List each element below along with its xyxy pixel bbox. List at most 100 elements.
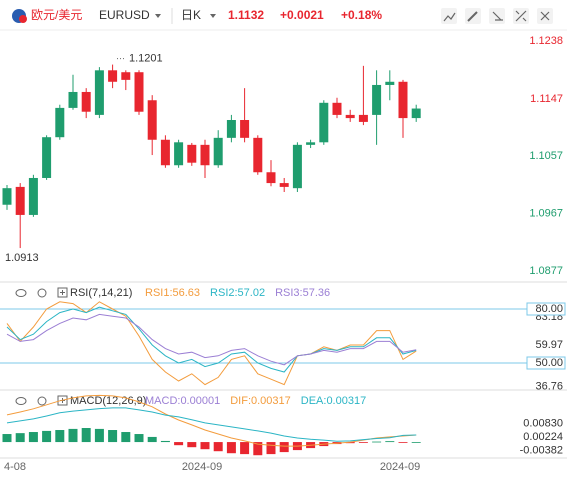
- add-icon-plus: [60, 290, 65, 295]
- price: 1.1132: [228, 8, 264, 22]
- candle-body: [253, 137, 263, 173]
- legend-entry: MACD:0.00001: [145, 395, 220, 407]
- histogram-bar: [160, 440, 170, 443]
- y-tick-label: 1.0967: [529, 208, 563, 220]
- candle-body: [398, 81, 408, 119]
- histogram-bar: [240, 442, 250, 455]
- candle-body: [200, 144, 210, 166]
- legend-entry: RSI1:56.63: [145, 287, 200, 299]
- indicator-title: RSI(7,14,21): [70, 287, 132, 299]
- series-line: [6, 313, 417, 366]
- candle-body: [55, 107, 65, 138]
- histogram-bar: [279, 442, 289, 453]
- tool-button[interactable]: [441, 8, 457, 24]
- candle-body: [160, 139, 170, 166]
- candle-body: [94, 70, 104, 115]
- candle-body: [306, 142, 316, 145]
- histogram-bar: [121, 432, 131, 443]
- histogram-bar: [411, 442, 421, 443]
- dropdown-arrow[interactable]: [210, 14, 216, 18]
- candle-body: [121, 72, 131, 80]
- candle-body: [226, 120, 236, 138]
- change-pct: +0.18%: [341, 8, 382, 22]
- y-tick-label: 0.00830: [523, 417, 563, 429]
- toolbar: [441, 8, 553, 24]
- histogram-bar: [28, 432, 38, 443]
- x-tick-label: 4-08: [4, 461, 26, 473]
- candle-body: [134, 72, 144, 112]
- legend-entry: DEA:0.00317: [301, 395, 366, 407]
- candle-body: [68, 91, 78, 108]
- histogram-bar: [68, 428, 78, 443]
- add-icon[interactable]: [57, 287, 68, 298]
- histogram-bar: [55, 430, 65, 443]
- tool-icon: [515, 10, 527, 22]
- settings-icon[interactable]: [37, 288, 47, 298]
- candle-body: [28, 177, 38, 215]
- panel-tools: [15, 287, 68, 406]
- y-tick-label: 50.00: [535, 357, 563, 369]
- candle-body: [279, 183, 289, 187]
- candle-body: [240, 120, 250, 138]
- histogram-bar: [398, 442, 408, 443]
- symbol[interactable]: EURUSD: [99, 8, 150, 22]
- histogram-bar: [134, 434, 144, 443]
- candle-body: [266, 172, 276, 184]
- add-icon[interactable]: [57, 395, 68, 406]
- period[interactable]: 日K: [181, 8, 201, 22]
- x-tick-label: 2024-09: [182, 461, 222, 473]
- y-tick-label: 1.1147: [530, 93, 563, 105]
- eye-icon[interactable]: [15, 397, 27, 405]
- eye-icon[interactable]: [15, 289, 27, 297]
- y-tick-label: 1.0877: [529, 265, 563, 277]
- candle-body: [411, 108, 421, 119]
- x-tick-label: 2024-09: [380, 461, 420, 473]
- candle-body: [174, 142, 184, 166]
- legend-entry: RSI3:57.36: [275, 287, 330, 299]
- histogram-bar: [200, 442, 210, 450]
- candle-body: [81, 91, 91, 112]
- histogram-bar: [266, 442, 276, 455]
- histogram-bar: [358, 442, 368, 443]
- candle-body: [147, 100, 157, 140]
- tool-icon: [540, 11, 550, 21]
- series-line: [6, 306, 417, 373]
- series-line: [6, 301, 417, 386]
- annotation: 1.1201: [129, 52, 163, 64]
- histogram-bar: [2, 434, 12, 443]
- y-tick-box: [526, 302, 566, 316]
- legend-entry: RSI2:57.02: [210, 287, 265, 299]
- histogram-bar: [94, 428, 104, 443]
- y-tick-label: 36.76: [535, 381, 563, 393]
- candle-body: [372, 84, 382, 115]
- candle-body: [292, 144, 302, 189]
- candle-body: [187, 144, 197, 163]
- histogram-bar: [385, 441, 395, 443]
- histogram-bar: [15, 433, 25, 443]
- histogram-bar: [42, 430, 52, 443]
- annotation: 1.0913: [5, 252, 39, 264]
- candle-body: [332, 102, 342, 115]
- change: +0.0021: [280, 8, 324, 22]
- dropdown-arrow[interactable]: [155, 14, 161, 18]
- histogram-bar: [226, 442, 236, 454]
- candle-body: [2, 188, 12, 205]
- pair-name[interactable]: 欧元/美元: [31, 8, 82, 22]
- y-tick-label: -0.00382: [520, 444, 563, 456]
- settings-icon[interactable]: [37, 396, 47, 406]
- candle-body: [345, 114, 355, 119]
- candle-body: [42, 137, 52, 178]
- y-tick-label: 59.97: [535, 339, 563, 351]
- series-line: [6, 394, 417, 447]
- histogram-bar: [213, 442, 223, 452]
- histogram-bar: [108, 430, 118, 443]
- tool-icon: [443, 12, 456, 22]
- histogram-bar: [345, 442, 355, 444]
- candle-body: [385, 81, 395, 85]
- candle-body: [15, 186, 25, 215]
- histogram-bar: [253, 442, 263, 456]
- histogram-bar: [81, 428, 91, 443]
- y-tick-box: [526, 356, 566, 370]
